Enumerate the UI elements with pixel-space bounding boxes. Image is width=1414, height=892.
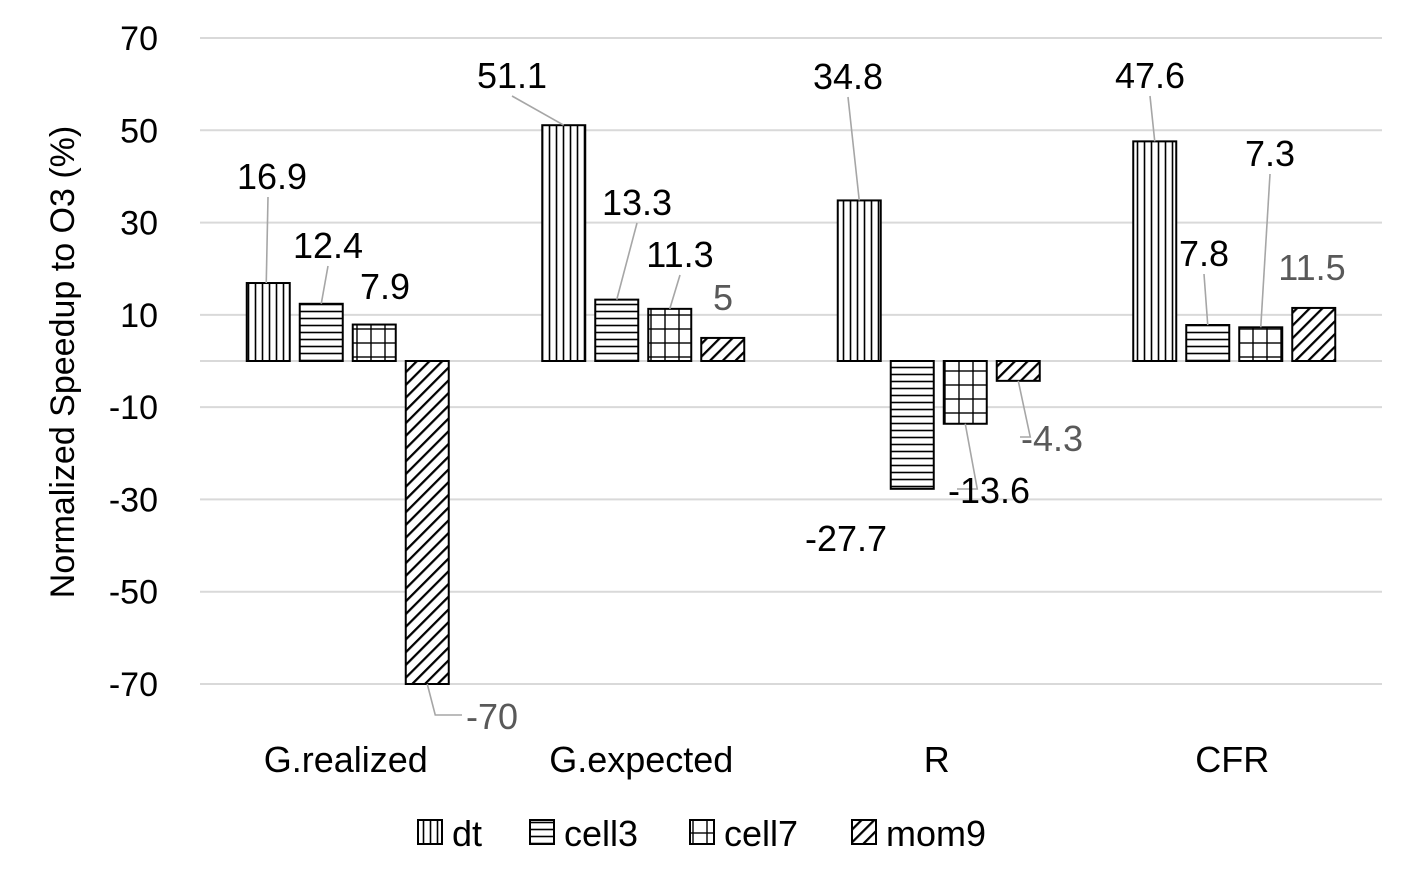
- y-tick-label: -50: [109, 574, 158, 612]
- leader-line: [320, 265, 329, 304]
- leader-line: [1149, 95, 1156, 142]
- data-label-mom9: -4.3: [1021, 418, 1083, 459]
- data-label-cell3: 13.3: [602, 182, 672, 223]
- data-label-mom9: 11.5: [1278, 247, 1345, 288]
- legend-swatch-cell7: [689, 819, 715, 845]
- legend-swatch-mom9: [851, 819, 877, 845]
- x-category-label: CFR: [1195, 739, 1269, 780]
- x-category-label: G.realized: [264, 739, 428, 780]
- data-label-cell7: 11.3: [646, 234, 713, 275]
- legend-swatch-cell3: [529, 819, 555, 845]
- bar-mom9: [404, 360, 450, 685]
- bar-cell3: [594, 298, 640, 363]
- y-tick-label: 30: [120, 205, 158, 243]
- legend-label-mom9: mom9: [886, 813, 986, 854]
- bar-mom9: [995, 360, 1041, 382]
- legend-label-dt: dt: [452, 813, 482, 854]
- leader-line: [1259, 173, 1271, 328]
- bar-cell7: [351, 323, 397, 363]
- bar-dt: [245, 282, 291, 363]
- leader-line: [1017, 380, 1032, 438]
- legend: dt cell3 cell7 mom9: [417, 813, 986, 854]
- leader-line: [847, 96, 861, 201]
- x-category-label: G.expected: [549, 739, 733, 780]
- leader-line: [265, 196, 269, 284]
- data-label-cell3: 12.4: [293, 225, 363, 266]
- leader-line: [957, 423, 979, 490]
- y-tick-label: -10: [109, 389, 158, 427]
- bar-cell7: [647, 307, 693, 363]
- x-category-label: R: [924, 739, 950, 780]
- legend-label-cell3: cell3: [564, 813, 638, 854]
- data-label-cell7: -13.6: [948, 470, 1030, 511]
- leader-line: [1203, 273, 1209, 326]
- legend-label-cell7: cell7: [724, 813, 798, 854]
- y-axis-title: Normalized Speedup to O3 (%): [44, 126, 82, 598]
- bar-dt: [1132, 140, 1178, 362]
- y-tick-label: 10: [120, 297, 158, 335]
- gridlines: [200, 37, 1382, 685]
- leader-line: [668, 274, 681, 310]
- bar-cell7: [1238, 326, 1284, 362]
- bar-cell3: [889, 360, 935, 490]
- legend-swatch-dt: [417, 819, 443, 845]
- data-label-mom9: 5: [713, 277, 733, 318]
- bar-cell7: [942, 360, 988, 425]
- data-label-dt: 51.1: [477, 55, 547, 96]
- leader-line: [426, 683, 462, 716]
- leader-line: [615, 222, 638, 300]
- bar-mom9: [1291, 306, 1337, 362]
- leader-line: [511, 95, 565, 126]
- y-tick-label: -30: [109, 481, 158, 519]
- data-label-cell3: 7.8: [1179, 233, 1229, 274]
- y-axis: 70 50 30 10 -10 -30 -50 -70: [109, 20, 158, 704]
- data-label-dt: 16.9: [237, 156, 307, 197]
- bar-mom9: [700, 336, 746, 362]
- y-tick-label: -70: [109, 666, 158, 704]
- leader-lines: [265, 95, 1271, 716]
- y-tick-label: 70: [120, 20, 158, 58]
- bar-dt: [836, 199, 882, 362]
- x-axis-categories: G.realized G.expected R CFR: [264, 739, 1270, 780]
- data-label-mom9: -70: [466, 696, 518, 737]
- data-label-dt: 34.8: [813, 56, 883, 97]
- bar-cell3: [1185, 324, 1231, 363]
- data-labels: 16.9 12.47.9 -70 51.1 13.3 11.35 34.8 -27.7 -13.…: [237, 55, 1346, 737]
- data-label-cell7: 7.9: [360, 266, 410, 307]
- y-tick-label: 50: [120, 112, 158, 150]
- data-label-dt: 47.6: [1115, 55, 1185, 96]
- bar-cell3: [298, 302, 344, 363]
- data-label-cell7: 7.3: [1245, 133, 1295, 174]
- data-label-cell3: -27.7: [805, 518, 887, 559]
- bars: [245, 124, 1337, 685]
- bar-dt: [541, 124, 587, 362]
